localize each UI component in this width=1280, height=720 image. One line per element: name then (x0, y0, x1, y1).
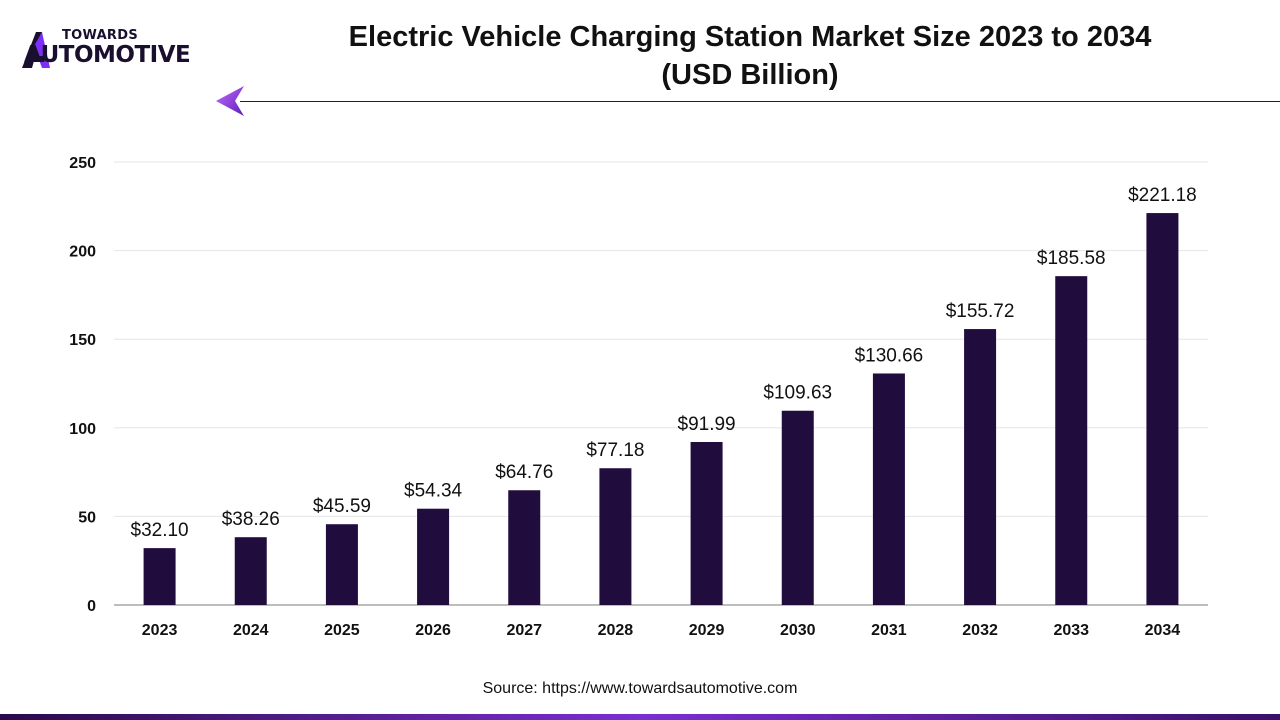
x-tick-label-2034: 2034 (1145, 622, 1181, 639)
data-label-2029: $91.99 (678, 414, 736, 435)
chart-title: Electric Vehicle Charging Station Market… (250, 18, 1250, 94)
brand-line2: AUTOMOTIVE (24, 42, 191, 68)
y-tick-label: 100 (69, 421, 96, 438)
x-tick-label-2029: 2029 (689, 622, 725, 639)
y-tick-label: 50 (78, 509, 96, 526)
chart-title-line2: (USD Billion) (661, 59, 839, 91)
bar-2032 (964, 329, 997, 605)
bar-chart: 0 50 100 150 200 250 $32.10 2023 $38.26 2024 $45.5… (69, 155, 1208, 639)
bar-2028 (599, 468, 632, 605)
x-tick-label-2025: 2025 (324, 622, 360, 639)
data-label-2032: $155.72 (946, 301, 1015, 322)
bar-2026 (417, 508, 450, 605)
bar-2034 (1146, 213, 1179, 606)
x-tick-label-2028: 2028 (598, 622, 634, 639)
arrow-left-icon (216, 86, 244, 116)
y-tick-label: 250 (69, 155, 96, 172)
data-label-2028: $77.18 (586, 440, 644, 461)
y-tick-label: 0 (87, 598, 96, 615)
label-layer: 0 50 100 150 200 250 $32.10 2023 $38.26 2024 $45.5… (69, 155, 1196, 639)
chart-title-line1: Electric Vehicle Charging Station Market… (348, 21, 1152, 53)
source-note: Source: https://www.towardsautomotive.co… (482, 680, 798, 697)
bar-layer (143, 213, 1179, 606)
logo-mark-icon (22, 32, 50, 68)
bar-2030 (781, 410, 814, 605)
y-tick-label: 200 (69, 244, 96, 261)
x-tick-label-2030: 2030 (780, 622, 816, 639)
data-label-2031: $130.66 (855, 345, 924, 366)
bar-2029 (690, 441, 723, 605)
x-tick-label-2023: 2023 (142, 622, 178, 639)
bar-2025 (325, 524, 358, 605)
bar-2033 (1055, 276, 1088, 605)
x-tick-label-2027: 2027 (506, 622, 542, 639)
footer-accent-bar (0, 714, 1280, 720)
data-label-2030: $109.63 (763, 383, 832, 404)
data-label-2023: $32.10 (131, 520, 189, 541)
bar-2023 (143, 548, 176, 605)
bar-2027 (508, 490, 541, 605)
grid-layer (114, 161, 1208, 606)
data-label-2026: $54.34 (404, 481, 463, 502)
bar-2031 (872, 373, 905, 605)
data-label-2034: $221.18 (1128, 185, 1197, 206)
x-tick-label-2031: 2031 (871, 622, 907, 639)
x-tick-label-2024: 2024 (233, 622, 269, 639)
bar-2024 (234, 537, 267, 605)
brand-line1: TOWARDS (62, 28, 138, 43)
brand-logo: TOWARDS AUTOMOTIVE (20, 26, 230, 74)
x-tick-label-2026: 2026 (415, 622, 451, 639)
y-tick-label: 150 (69, 332, 96, 349)
data-label-2027: $64.76 (495, 462, 553, 483)
x-tick-label-2032: 2032 (962, 622, 998, 639)
data-label-2024: $38.26 (222, 509, 280, 530)
data-label-2033: $185.58 (1037, 248, 1106, 269)
data-label-2025: $45.59 (313, 496, 371, 517)
header-divider (240, 101, 1280, 102)
x-tick-label-2033: 2033 (1053, 622, 1089, 639)
